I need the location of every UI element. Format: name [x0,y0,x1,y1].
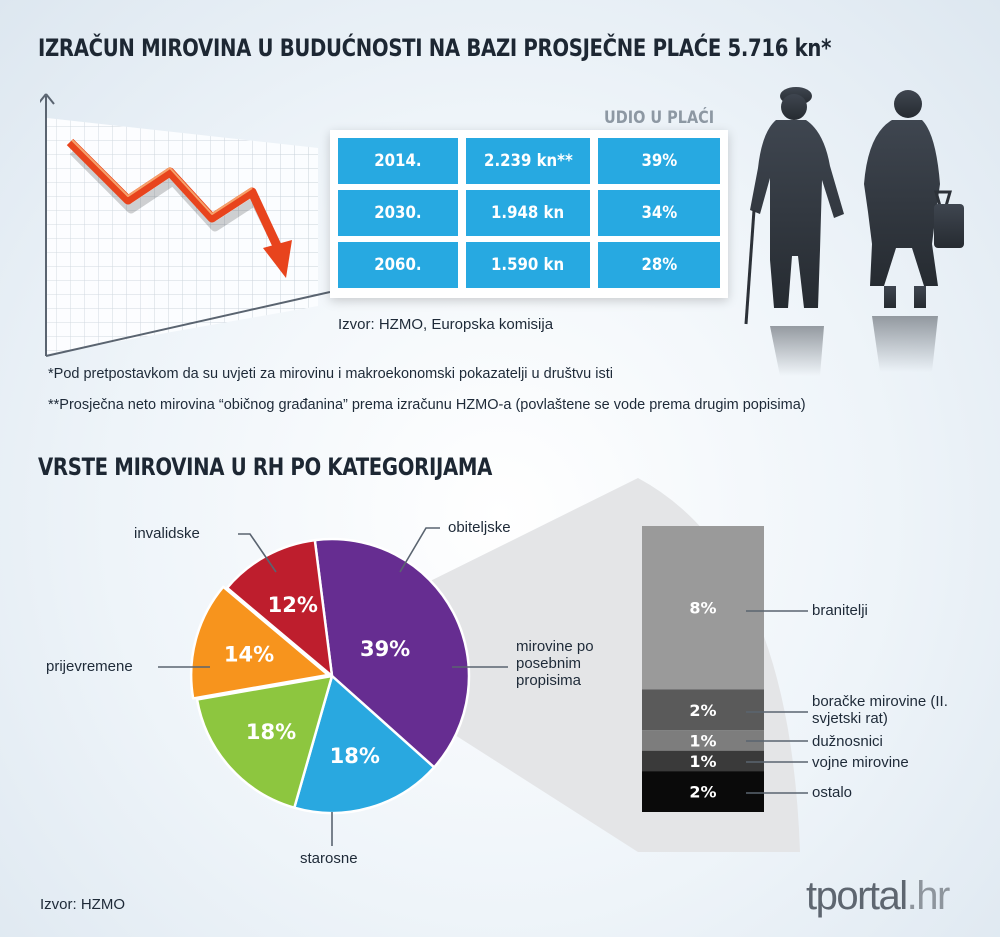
bar-value-2: 1% [689,732,716,751]
footnote-2: **Prosječna neto mirovina “običnog građa… [48,397,806,413]
row-2-year: 2030. [338,190,458,236]
label-duznosnici: dužnosnici [812,733,883,750]
pie-value-3: 14% [224,643,274,667]
page-title: IZRAČUN MIROVINA U BUDUĆNOSTI NA BAZI PR… [38,34,832,62]
label-vojne: vojne mirovine [812,754,909,771]
row-3-year: 2060. [338,242,458,288]
bar-segment-4 [642,771,764,812]
pie-value-1: 18% [330,744,380,768]
label-branitelji: branitelji [812,602,868,619]
row-1-share: 39% [598,138,720,184]
bar-value-0: 8% [689,599,716,618]
label-ostalo: ostalo [812,784,853,801]
bar-segment-2 [642,730,764,751]
label-prijevremene: prijevremene [46,658,133,675]
share-column-header: UDIO U PLAĆI [604,108,715,128]
pie-slice-1 [293,674,436,815]
leader-line-obiteljske [399,527,440,573]
table-source: Izvor: HZMO, Europska komisija [338,316,554,333]
row-2-amount: 1.948 kn [466,190,590,236]
bar-segment-0 [642,526,764,690]
row-1-year: 2014. [338,138,458,184]
bar-segment-3 [642,750,764,772]
label-invalidske: invalidske [134,525,200,542]
pie-slice-2 [195,674,334,809]
pie-value-2: 18% [246,720,296,744]
label-posebni: mirovine po posebnim propisima [516,638,594,689]
bar-value-4: 2% [689,783,716,802]
label-boracke: boračke mirovine (II. svjetski rat) [812,693,948,727]
pie-slice-0 [313,537,471,769]
section-title: VRSTE MIROVINA U RH PO KATEGORIJAMA [38,453,493,481]
pie-slice-4 [225,538,334,678]
declining-chart-illustration [40,93,331,357]
pie-slice-3 [189,585,330,700]
row-1-amount: 2.239 kn** [466,138,590,184]
elderly-couple-silhouette [744,87,964,376]
decline-arrow [66,138,283,250]
row-3-share: 28% [598,242,720,288]
label-obiteljske: obiteljske [448,519,511,536]
pension-table: 2014. 2.239 kn** 39% 2030. 1.948 kn 34% … [330,130,728,298]
tportal-logo: tportal.hr [806,874,950,918]
bar-segment-1 [642,689,764,731]
row-3-amount: 1.590 kn [466,242,590,288]
leader-line-invalidske [238,533,277,573]
pie-value-0: 39% [360,637,410,661]
pie-value-4: 12% [268,593,318,617]
bar-value-3: 1% [689,752,716,771]
label-starosne: starosne [300,850,358,867]
bar-value-1: 2% [689,701,716,720]
row-2-share: 34% [598,190,720,236]
section-source: Izvor: HZMO [40,896,125,913]
footnote-1: *Pod pretpostavkom da su uvjeti za mirov… [48,366,613,382]
